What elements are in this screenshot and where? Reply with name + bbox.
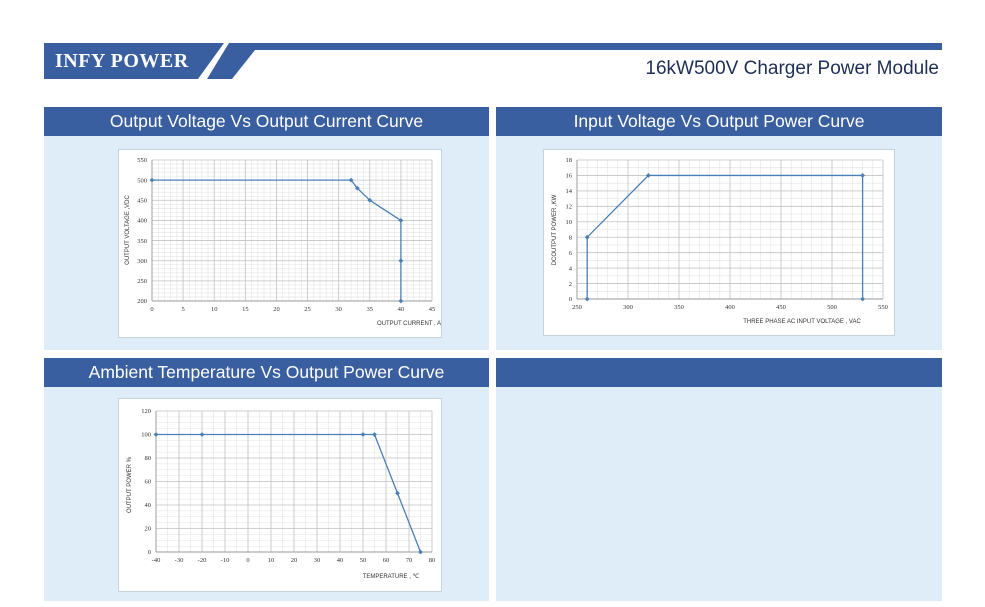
panel-voltage-current: Output Voltage Vs Output Current Curve 0… [44,107,489,350]
data-point [395,490,400,496]
x-tick-label: 35 [367,306,374,313]
data-point [398,298,404,304]
y-tick-label: 300 [137,258,147,265]
series-line [156,433,422,553]
panel-temperature-power: Ambient Temperature Vs Output Power Curv… [44,358,489,601]
y-tick-label: 500 [137,177,147,184]
data-point [360,432,366,437]
x-tick-label: 80 [429,557,436,564]
y-tick-label: 550 [137,157,147,164]
y-tick-label: 6 [569,250,573,257]
y-tick-label: 200 [137,298,147,305]
panel-empty [496,358,942,601]
voltage-current-chart: 0 5 10 15 20 25 30 35 40 45 200 250 300 350 400 450 500 5… [125,157,441,327]
data-point [860,296,865,302]
x-tick-label: 25 [304,306,311,313]
y-tick-label: 0 [569,296,572,303]
x-tick-label: 0 [246,557,249,564]
y-tick-label: 40 [145,502,152,509]
data-point [398,258,404,264]
panel-input-voltage-power: Input Voltage Vs Output Power Curve 250 3… [496,107,942,350]
y-tick-label: 12 [566,204,573,211]
chart-frame: 250 300 350 400 450 500 550 0 2 4 6 8 10 12 14 16 18 THRE… [543,149,895,336]
y-tick-label: 10 [566,219,573,226]
data-point [153,432,159,437]
x-tick-label: 30 [314,557,321,564]
chart-frame: -40 -30 -20 -10 0 10 20 30 40 50 60 70 80 0 20 40 60 80 10… [118,398,442,592]
y-tick-label: 350 [137,238,147,245]
x-tick-label: 550 [878,304,888,311]
panel-title: Output Voltage Vs Output Current Curve [44,107,489,136]
data-point [199,432,205,437]
x-tick-label: 30 [335,306,342,313]
x-tick-label: -10 [221,557,230,564]
x-tick-label: 350 [674,304,684,311]
data-point [348,177,354,183]
brand-bar [44,43,942,79]
x-tick-label: 40 [337,557,344,564]
x-axis-label: THREE PHASE AC INPUT VOLTAGE , VAC [743,319,861,325]
x-tick-label: 250 [572,304,582,311]
x-axis-label: OUTPUT CURRENT , A [377,321,441,327]
product-title: 16kW500V Charger Power Module [645,58,939,79]
x-tick-label: 45 [429,306,436,313]
brand-logo-text: INFY POWER [55,50,189,72]
data-point [149,177,155,183]
x-tick-label: -40 [152,557,161,564]
y-tick-label: 80 [145,455,152,462]
temperature-power-chart: -40 -30 -20 -10 0 10 20 30 40 50 60 70 80 0 20 40 60 80 10… [127,408,436,580]
brand-bar-stripe [207,43,942,79]
data-point [584,296,590,302]
x-tick-label: 300 [623,304,633,311]
y-tick-label: 400 [137,218,147,225]
data-point [372,432,377,437]
panel-title: Input Voltage Vs Output Power Curve [496,107,942,136]
y-tick-label: 20 [145,526,152,533]
y-tick-label: 4 [569,265,573,272]
x-tick-label: 70 [406,557,413,564]
data-point [367,197,373,203]
y-tick-label: 120 [141,408,151,415]
y-axis-label: OUTPUT VOLTAGE ,VDC [125,195,131,265]
data-point [584,234,590,240]
y-tick-label: 18 [566,157,573,164]
data-point [860,173,865,178]
y-tick-label: 2 [569,281,572,288]
x-axis-label: TEMPERATURE , ℃ [363,574,420,580]
chart-frame: 0 5 10 15 20 25 30 35 40 45 200 250 300 350 400 450 500 5… [118,149,442,338]
x-tick-label: 60 [383,557,390,564]
x-tick-label: -20 [198,557,207,564]
x-tick-label: 15 [242,306,249,313]
y-tick-label: 100 [141,432,151,439]
brand-bar-block [44,43,224,79]
panel-title: Ambient Temperature Vs Output Power Curv… [44,358,489,387]
y-tick-label: 8 [569,234,572,241]
y-tick-label: 0 [148,549,151,556]
y-tick-label: 450 [137,197,147,204]
y-tick-label: 16 [566,173,573,180]
x-tick-label: 50 [360,557,367,564]
y-tick-label: 14 [566,188,573,195]
x-tick-label: 20 [273,306,280,313]
data-point [354,185,360,191]
x-tick-label: 400 [725,304,735,311]
y-axis-label: OUTPUT POWER % [127,456,133,513]
panel-title [496,358,942,387]
data-point [398,218,404,223]
x-tick-label: 20 [291,557,298,564]
y-tick-label: 250 [137,278,147,285]
x-tick-label: 500 [827,304,837,311]
x-tick-label: -30 [175,557,184,564]
data-point [418,549,423,555]
data-point [646,173,651,178]
y-tick-label: 60 [145,479,152,486]
y-axis-label: DCOUTPUT POWER ,KW [552,194,558,265]
x-tick-label: 450 [776,304,786,311]
x-tick-label: 5 [181,306,184,313]
x-tick-label: 40 [398,306,405,313]
x-tick-label: 0 [150,306,153,313]
input-voltage-power-chart: 250 300 350 400 450 500 550 0 2 4 6 8 10 12 14 16 18 THRE… [552,157,888,325]
x-tick-label: 10 [268,557,275,564]
x-tick-label: 10 [211,306,218,313]
